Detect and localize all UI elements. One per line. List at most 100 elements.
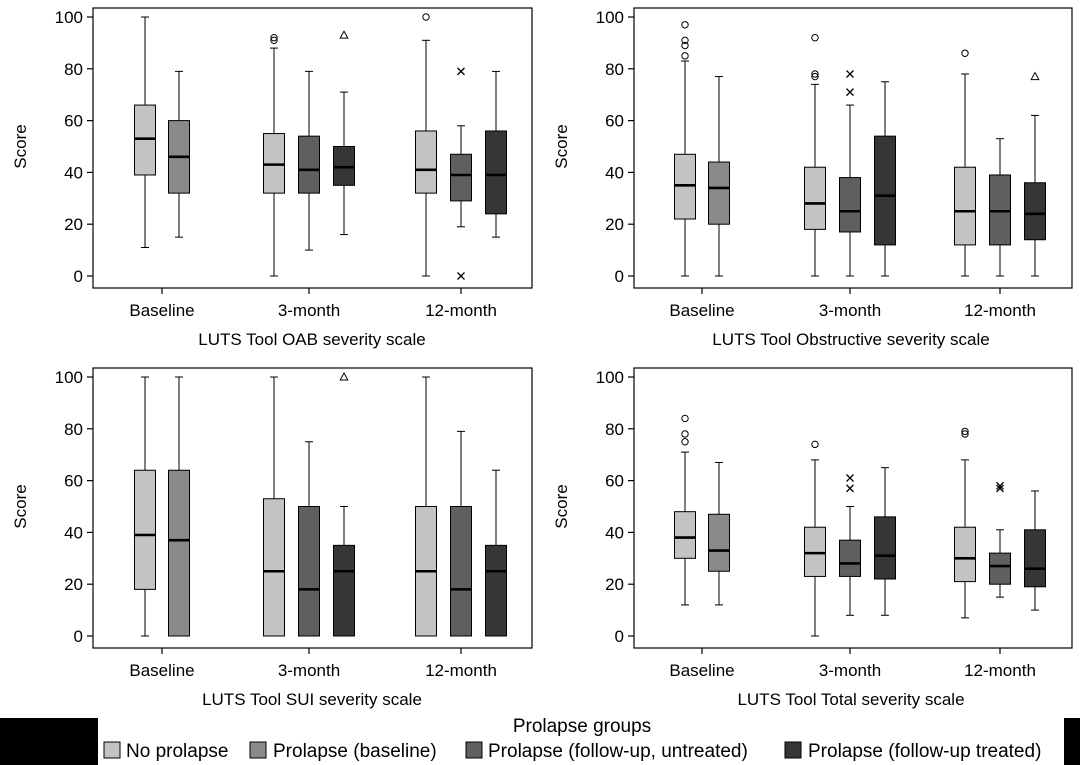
outlier-circle [681, 414, 689, 423]
chart-panels: 0 20 40 60 80 100 Score Baseline 3-month 12-month… [11, 7, 1073, 709]
box-iqr [415, 130, 437, 194]
y-tick-label: 100 [55, 368, 83, 387]
x-tick-label: 12-month [964, 661, 1036, 680]
box-12-month-group-3 [1024, 490, 1046, 611]
outlier-cross [846, 484, 854, 493]
y-tick-label: 100 [55, 8, 83, 27]
box-12-month-group-0 [954, 427, 976, 619]
outlier-circle [270, 36, 278, 45]
box-iqr [874, 516, 896, 580]
box-iqr [708, 513, 730, 572]
y-tick-label: 20 [64, 215, 83, 234]
outlier-cross [996, 481, 1004, 490]
legend-swatch-prolapse-followup-untreated [465, 741, 483, 759]
box-12-month-group-0 [415, 13, 437, 277]
x-tick-label: 12-month [425, 301, 497, 320]
y-tick-label: 20 [64, 575, 83, 594]
x-tick-label: 3-month [819, 661, 881, 680]
chart-panel-2: 0 20 40 60 80 100 Score Baseline 3-month 12-month… [552, 7, 1073, 349]
x-tick-label: 3-month [278, 661, 340, 680]
outlier-circle [811, 440, 819, 449]
y-tick-label: 0 [74, 267, 83, 286]
outlier-cross [846, 88, 854, 97]
box-iqr [450, 153, 472, 202]
box-12-month-group-3 [485, 469, 507, 637]
box-iqr [708, 161, 730, 225]
box-12-month-group-0 [415, 376, 437, 637]
outlier-circle [961, 49, 969, 57]
y-tick-label: 0 [74, 627, 83, 646]
x-tick-label: Baseline [669, 661, 734, 680]
outlier-triangle [339, 30, 349, 39]
y-tick-label: 40 [64, 163, 83, 182]
box-Baseline-group-1 [168, 70, 190, 238]
box-3-month-group-0 [263, 34, 285, 277]
legend-label-no-prolapse: No prolapse [126, 741, 228, 762]
plot-frame [633, 367, 1073, 649]
y-tick-label: 20 [605, 215, 624, 234]
box-12-month-group-2 [989, 138, 1011, 277]
y-axis-label: Score [552, 124, 571, 168]
chart-panel-3: 0 20 40 60 80 100 Score Baseline 3-month 12-month… [11, 367, 533, 709]
box-12-month-group-3 [485, 70, 507, 238]
legend: Prolapse groups No prolapse Prolapse (ba… [0, 716, 1080, 765]
legend-left-bar [0, 718, 98, 765]
box-3-month-group-0 [804, 34, 826, 277]
box-3-month-group-2 [298, 441, 320, 637]
box-3-month-group-3 [333, 371, 355, 637]
outlier-cross [846, 474, 854, 482]
box-iqr [674, 511, 696, 559]
y-axis-label: Score [11, 484, 30, 528]
box-iqr [485, 130, 507, 215]
box-3-month-group-3 [874, 467, 896, 616]
x-axis-label: LUTS Tool OAB severity scale [198, 330, 425, 349]
y-tick-label: 80 [605, 60, 624, 79]
y-axis-label: Score [11, 124, 30, 168]
box-3-month-group-3 [874, 81, 896, 277]
y-tick-label: 0 [615, 267, 624, 286]
box-iqr [1024, 182, 1046, 241]
y-tick-label: 60 [605, 112, 624, 131]
x-tick-label: Baseline [129, 301, 194, 320]
legend-label-prolapse-baseline: Prolapse (baseline) [273, 741, 437, 762]
legend-swatch-prolapse-followup-treated [784, 741, 802, 759]
outlier-circle [681, 36, 689, 45]
outlier-triangle [339, 371, 349, 381]
legend-label-prolapse-followup-untreated: Prolapse (follow-up, untreated) [488, 741, 748, 762]
y-tick-label: 20 [605, 575, 624, 594]
box-12-month-group-3 [1024, 71, 1046, 277]
box-iqr [485, 544, 507, 637]
legend-right-bar [1064, 718, 1080, 765]
box-Baseline-group-1 [168, 376, 190, 637]
x-tick-label: 3-month [819, 301, 881, 320]
box-iqr [989, 552, 1011, 585]
outlier-circle [681, 21, 689, 29]
x-tick-label: 12-month [425, 661, 497, 680]
outlier-circle [681, 41, 689, 50]
box-12-month-group-2 [989, 481, 1011, 598]
box-Baseline-group-1 [708, 76, 730, 277]
chart-panel-1: 0 20 40 60 80 100 Score Baseline 3-month 12-month… [11, 7, 533, 349]
outlier-circle [681, 438, 689, 446]
box-iqr [874, 135, 896, 246]
outlier-circle [811, 70, 819, 78]
plot-frame [633, 7, 1073, 289]
y-tick-label: 40 [605, 163, 624, 182]
y-tick-label: 100 [596, 8, 624, 27]
x-tick-label: Baseline [129, 661, 194, 680]
outlier-circle [681, 430, 689, 438]
box-3-month-group-2 [839, 70, 861, 277]
box-Baseline-group-0 [134, 376, 156, 637]
box-Baseline-group-0 [134, 16, 156, 249]
y-tick-label: 40 [64, 523, 83, 542]
box-3-month-group-3 [333, 30, 355, 236]
box-Baseline-group-0 [674, 21, 696, 277]
box-3-month-group-2 [298, 70, 320, 251]
y-tick-label: 80 [64, 420, 83, 439]
box-iqr [168, 469, 190, 637]
box-iqr [298, 135, 320, 194]
box-iqr [1024, 529, 1046, 588]
box-3-month-group-2 [839, 474, 861, 616]
y-tick-label: 60 [64, 472, 83, 491]
